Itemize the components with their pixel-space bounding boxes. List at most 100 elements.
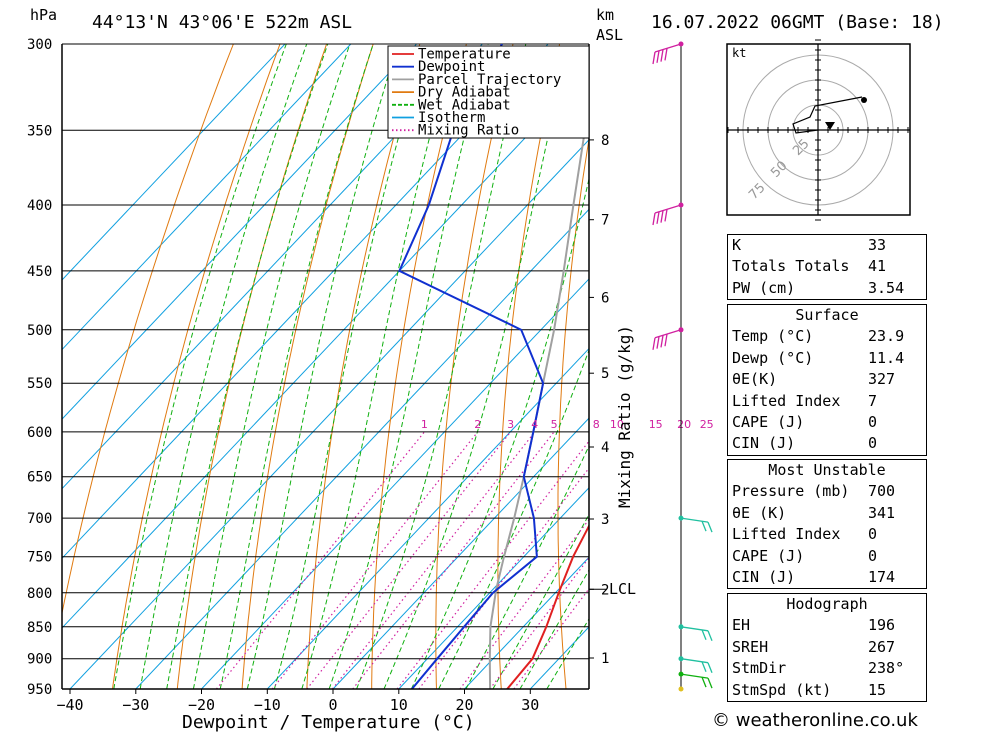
stmspd-row: StmSpd (kt) 15 (732, 680, 887, 699)
mixing-ratio-line (271, 431, 479, 689)
pressure-tick-label: 950 (27, 682, 52, 698)
surface-cin-row: CIN (J) 0 (732, 434, 878, 453)
wet-adiabat-line (113, 44, 287, 689)
totals-totals-value: 41 (868, 257, 887, 276)
k-index-value: 33 (868, 236, 887, 254)
mixing-ratio-label: 20 (677, 418, 691, 431)
dry-adiabat-line (306, 44, 421, 689)
legend-entry: Parcel Trajectory (418, 72, 561, 88)
km-unit-label: km (596, 6, 614, 24)
isotherm-line (62, 44, 483, 490)
hodograph-title: Hodograph (786, 595, 868, 613)
isotherm-line (62, 44, 352, 351)
wind-barb (652, 41, 684, 65)
pressure-tick-label: 350 (27, 123, 52, 139)
profiles (398, 44, 589, 689)
surface-dewp-row: Dewp (°C) 11.4 (732, 348, 905, 367)
km-tick-label: 5 (601, 366, 609, 382)
temp-tick-label: −30 (122, 696, 149, 714)
legend-entry: Isotherm (418, 110, 485, 126)
surface-li-row: Lifted Index 7 (732, 391, 878, 410)
stmdir-row: StmDir 238° (732, 659, 905, 678)
mixing-ratio-axis-title: Mixing Ratio (g/kg) (615, 325, 634, 508)
wind-barb (678, 686, 684, 692)
wet-adiabat-line (356, 44, 527, 689)
hodograph-trace (792, 96, 863, 134)
mixing-ratio-label: 8 (593, 418, 600, 431)
temperature-line (506, 523, 589, 689)
isotherm-line (398, 486, 589, 689)
wet-adiabat-line (192, 44, 351, 689)
dry-adiabat-line (62, 44, 234, 616)
most-unstable-panel: Most Unstable Pressure (mb) 700 θE (K) 341… (727, 459, 927, 590)
mixing-ratio-line (396, 440, 589, 689)
dry-adiabat-line (931, 44, 1000, 689)
mixing-ratio-line (352, 431, 555, 689)
wind-barb (678, 624, 713, 642)
km-tick-label: 2 (601, 582, 609, 598)
location-title: 44°13'N 43°06'E 522m ASL (92, 12, 352, 33)
temp-tick-label: 30 (521, 696, 539, 714)
eh-row: EH 196 (732, 616, 896, 635)
dry-adiabat-line (371, 44, 467, 689)
wet-adiabat-line (219, 44, 374, 689)
temp-tick-label: 20 (455, 696, 473, 714)
hodograph-unit: kt (732, 46, 746, 60)
pw-row: PW (cm) 3.54 (728, 278, 926, 299)
mixing-ratio-label: 25 (700, 418, 714, 431)
wet-adiabat-line (465, 444, 589, 689)
background-lines (62, 44, 1000, 689)
dry-adiabat-line (979, 44, 1000, 689)
pressure-tick-label: 550 (27, 376, 52, 392)
mixing-ratio-label: 10 (610, 418, 624, 431)
mixing-ratio-label: 15 (649, 418, 663, 431)
pressure-tick-label: 750 (27, 550, 52, 566)
isotherm-line (62, 44, 549, 560)
wet-adiabat-line (438, 348, 589, 689)
km-tick-label: 8 (601, 133, 609, 149)
storm-motion-marker (825, 122, 835, 130)
legend-entry: Dry Adiabat (418, 85, 511, 101)
dry-adiabat-line (112, 44, 281, 689)
pw-value: 3.54 (868, 278, 905, 297)
isotherm-line (332, 417, 589, 689)
mixing-ratio-label: 5 (551, 418, 558, 431)
dry-adiabat-line (176, 44, 328, 689)
pressure-tick-label: 400 (27, 198, 52, 214)
mixing-ratio-line (418, 467, 589, 689)
km-tick-label: 3 (601, 512, 609, 528)
wet-adiabat-line (383, 44, 570, 689)
temp-tick-label: 10 (390, 696, 408, 714)
wet-adiabat-line (410, 176, 589, 689)
isotherm-line (266, 347, 589, 689)
sreh-row: SREH 267 (732, 637, 896, 656)
wet-adiabat-line (273, 44, 426, 689)
mu-li-row: Lifted Index 0 (732, 525, 878, 544)
height-axis-labels: 1 2 3 4 5 6 7 8 (589, 133, 609, 667)
mu-theta-row: θE (K) 341 (732, 503, 896, 522)
x-axis-title: Dewpoint / Temperature (°C) (182, 712, 475, 733)
footer-credit[interactable]: © weatheronline.co.uk (712, 710, 918, 731)
surface-title: Surface (795, 306, 859, 324)
surface-temp-row: Temp (°C) 23.9 (732, 327, 905, 346)
pressure-tick-label: 500 (27, 323, 52, 339)
temp-tick-label: −10 (254, 696, 281, 714)
hodograph: kt 25 50 75 (726, 39, 911, 221)
pressure-tick-label: 450 (27, 264, 52, 280)
lcl-label: LCL (609, 580, 636, 598)
pressure-tick-label: 800 (27, 586, 52, 602)
wet-adiabat-line (328, 44, 489, 689)
mixing-ratio-line (331, 431, 536, 689)
isotherm-line (201, 278, 589, 689)
dewpoint-line (398, 44, 545, 689)
isotherm-line (464, 556, 589, 689)
k-index-row: K 33 (728, 235, 926, 256)
wind-barb (678, 671, 713, 689)
temp-tick-label: 0 (328, 696, 337, 714)
legend-entry: Mixing Ratio (418, 123, 519, 139)
pressure-tick-label: 850 (27, 620, 52, 636)
mixing-ratio-label: 3 (507, 418, 514, 431)
isotherm-line (62, 44, 417, 420)
totals-totals-row: Totals Totals 41 (728, 256, 926, 277)
